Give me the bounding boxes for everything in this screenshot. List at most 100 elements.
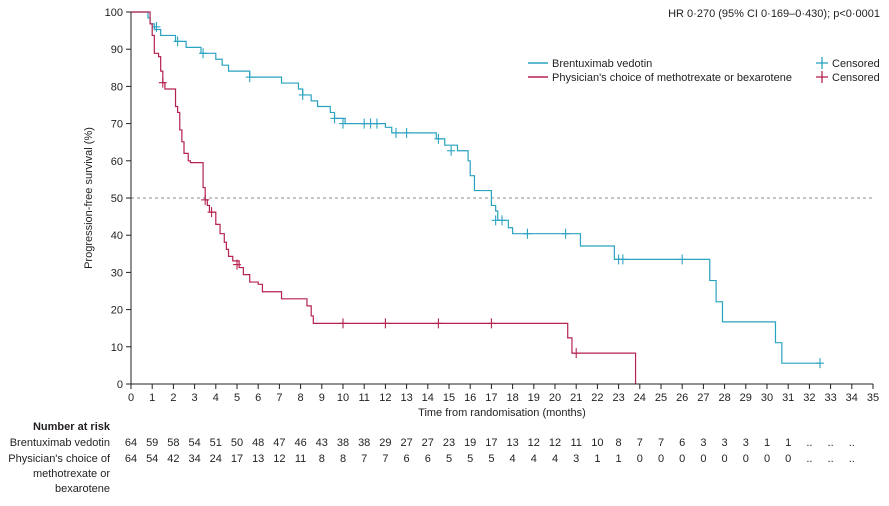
censor-mark-physician (487, 318, 496, 329)
x-axis-title: Time from randomisation (months) (418, 407, 586, 419)
y-tick-label: 50 (111, 193, 123, 205)
risk-value-brentuximab: 12 (549, 437, 561, 449)
y-tick-label: 60 (111, 156, 123, 168)
censor-mark-physician (434, 318, 443, 329)
x-tick-label: 3 (192, 392, 198, 404)
y-tick-label: 20 (111, 305, 123, 317)
censor-mark-brentuximab (245, 72, 254, 83)
x-tick-label: 26 (676, 392, 688, 404)
risk-value-brentuximab: 51 (210, 437, 222, 449)
risk-value-brentuximab: 46 (294, 437, 306, 449)
risk-value-brentuximab: 3 (743, 437, 749, 449)
x-tick-label: 27 (697, 392, 709, 404)
censor-mark-physician (201, 194, 210, 205)
risk-value-physician: 5 (467, 453, 473, 465)
x-tick-label: 8 (298, 392, 304, 404)
legend-label-physician: Physician's choice of methotrexate or be… (552, 72, 792, 84)
risk-value-physician: 64 (125, 453, 137, 465)
risk-value-brentuximab: 38 (358, 437, 370, 449)
risk-value-brentuximab: 54 (188, 437, 200, 449)
censor-mark-brentuximab (372, 118, 381, 129)
number-at-risk-table: Number at risk Brentuximab vedotin Physi… (8, 421, 855, 495)
risk-value-brentuximab: 29 (379, 437, 391, 449)
x-tick-label: 2 (170, 392, 176, 404)
x-tick-label: 10 (337, 392, 349, 404)
risk-value-brentuximab: 8 (616, 437, 622, 449)
risk-value-physician: 11 (295, 453, 306, 465)
risk-value-brentuximab: 50 (231, 437, 243, 449)
risk-value-physician: 54 (146, 453, 158, 465)
x-tick-label: 4 (213, 392, 219, 404)
risk-row-label-physician-line-1: Physician's choice of (8, 453, 111, 465)
y-tick-label: 0 (117, 379, 123, 391)
risk-value-brentuximab: 1 (764, 437, 770, 449)
censor-mark-brentuximab (678, 254, 687, 265)
risk-row-label-brentuximab: Brentuximab vedotin (10, 437, 110, 449)
risk-value-physician: 1 (616, 453, 622, 465)
x-tick-label: 11 (358, 392, 369, 404)
censor-mark-brentuximab (618, 254, 627, 265)
risk-value-physician: 0 (679, 453, 685, 465)
risk-row-label-physician-line-2: methotrexate or (33, 468, 110, 480)
risk-value-brentuximab: 27 (422, 437, 434, 449)
risk-value-physician: 6 (425, 453, 431, 465)
risk-value-physician: .. (806, 453, 812, 465)
censor-mark-brentuximab (392, 127, 400, 138)
x-tick-label: 31 (782, 392, 794, 404)
x-tick-label: 12 (379, 392, 391, 404)
risk-values: 64 59 58 54 51 50 48 47 46 43 38 38 29 27 27 23 19 17 13 12… (125, 437, 855, 465)
curves-layer (131, 11, 824, 384)
x-tick-label: 23 (612, 392, 624, 404)
y-tick-label: 80 (111, 81, 123, 93)
x-tick-label: 25 (655, 392, 667, 404)
censor-mark-physician (381, 318, 390, 329)
risk-row-label-physician-line-3: bexarotene (55, 483, 110, 495)
censor-mark-brentuximab (447, 145, 456, 156)
risk-value-brentuximab: 23 (443, 437, 455, 449)
risk-value-physician: 42 (167, 453, 179, 465)
risk-value-physician: 8 (340, 453, 346, 465)
risk-value-physician: 4 (552, 453, 558, 465)
y-tick-label: 70 (111, 119, 123, 131)
risk-value-physician: 6 (404, 453, 410, 465)
censor-mark-brentuximab (498, 215, 506, 226)
risk-value-physician: 1 (594, 453, 600, 465)
risk-value-brentuximab: 1 (785, 437, 791, 449)
x-tick-label: 17 (485, 392, 497, 404)
risk-value-brentuximab: 10 (591, 437, 603, 449)
x-tick-label: 9 (319, 392, 325, 404)
risk-value-physician: 7 (382, 453, 388, 465)
x-tick-label: 21 (570, 392, 582, 404)
km-curve-brentuximab (131, 11, 820, 364)
risk-value-physician: 7 (361, 453, 367, 465)
y-tick-label: 30 (111, 267, 123, 279)
risk-value-physician: 0 (658, 453, 664, 465)
risk-value-brentuximab: 58 (167, 437, 179, 449)
risk-value-physician: 5 (488, 453, 494, 465)
risk-value-brentuximab: 27 (400, 437, 412, 449)
risk-value-physician: 0 (743, 453, 749, 465)
risk-value-brentuximab: 7 (637, 437, 643, 449)
risk-value-physician: 8 (319, 453, 325, 465)
censor-mark-brentuximab (339, 118, 347, 129)
risk-value-physician: 34 (188, 453, 200, 465)
censor-mark-physician (572, 348, 581, 359)
risk-value-brentuximab: .. (806, 437, 812, 449)
risk-value-physician: 0 (764, 453, 770, 465)
censor-mark-brentuximab (298, 89, 307, 100)
risk-value-brentuximab: 48 (252, 437, 264, 449)
risk-value-physician: 5 (446, 453, 452, 465)
y-tick-label: 10 (111, 342, 123, 354)
x-tick-label: 32 (803, 392, 815, 404)
risk-value-physician: 17 (231, 453, 243, 465)
censor-mark-brentuximab (816, 358, 824, 369)
y-tick-label: 90 (111, 44, 123, 56)
hazard-ratio-annotation: HR 0·270 (95% CI 0·169–0·430); p<0·0001 (668, 8, 880, 20)
legend-label-brentuximab: Brentuximab vedotin (552, 58, 652, 70)
legend-censored-label-brentuximab: Censored (832, 58, 880, 70)
y-tick-label: 100 (105, 7, 123, 19)
legend-censored-marker-physician (816, 71, 828, 83)
risk-value-physician: 24 (210, 453, 222, 465)
y-axis-title: Progression-free survival (%) (83, 127, 95, 269)
